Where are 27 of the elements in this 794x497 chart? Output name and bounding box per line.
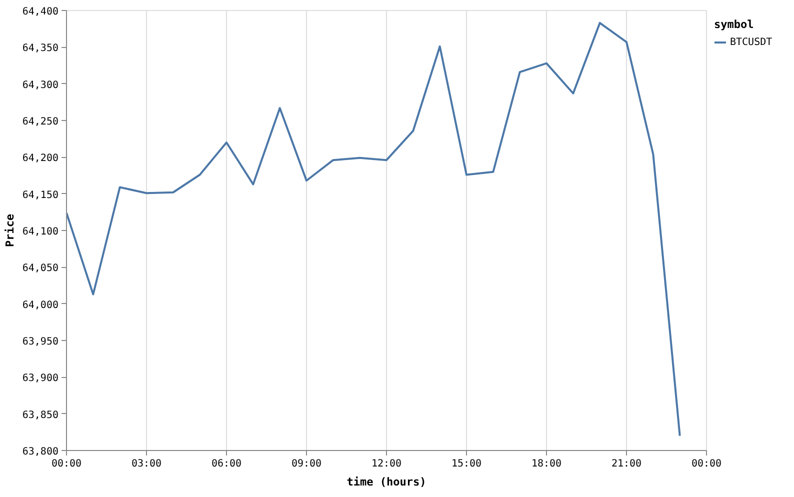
y-tick-label: 63,800	[22, 446, 58, 458]
y-tick-label: 64,350	[22, 43, 58, 54]
y-axis-title: Price	[3, 214, 16, 248]
x-tick-label: 09:00	[291, 458, 322, 470]
x-tick-label: 06:00	[211, 458, 242, 470]
x-tick-label: 12:00	[371, 458, 402, 470]
y-tick-label: 64,300	[22, 80, 58, 91]
x-axis-title: time (hours)	[346, 476, 426, 488]
y-tick-label: 63,900	[22, 373, 58, 384]
y-tick-label: 64,150	[22, 190, 58, 201]
x-tick-label: 00:00	[691, 458, 722, 470]
y-tick-label: 64,200	[22, 153, 58, 164]
y-tick-label: 63,850	[22, 410, 58, 421]
y-tick-label: 64,100	[22, 226, 58, 238]
x-tick-label: 03:00	[131, 458, 162, 470]
y-tick-label: 63,950	[22, 336, 58, 348]
y-tick-label: 64,400	[22, 6, 58, 18]
y-tick-label: 64,050	[22, 263, 58, 274]
x-tick-label: 15:00	[451, 458, 482, 470]
legend-label: BTCUSDT	[730, 36, 772, 48]
y-tick-label: 64,000	[22, 300, 58, 311]
line-series	[66, 22, 681, 437]
x-tick-label: 00:00	[51, 458, 82, 470]
x-tick-label: 21:00	[611, 458, 642, 470]
y-tick-label: 64,250	[22, 116, 58, 128]
legend-title: symbol	[714, 18, 755, 31]
x-tick-label: 18:00	[531, 458, 562, 470]
